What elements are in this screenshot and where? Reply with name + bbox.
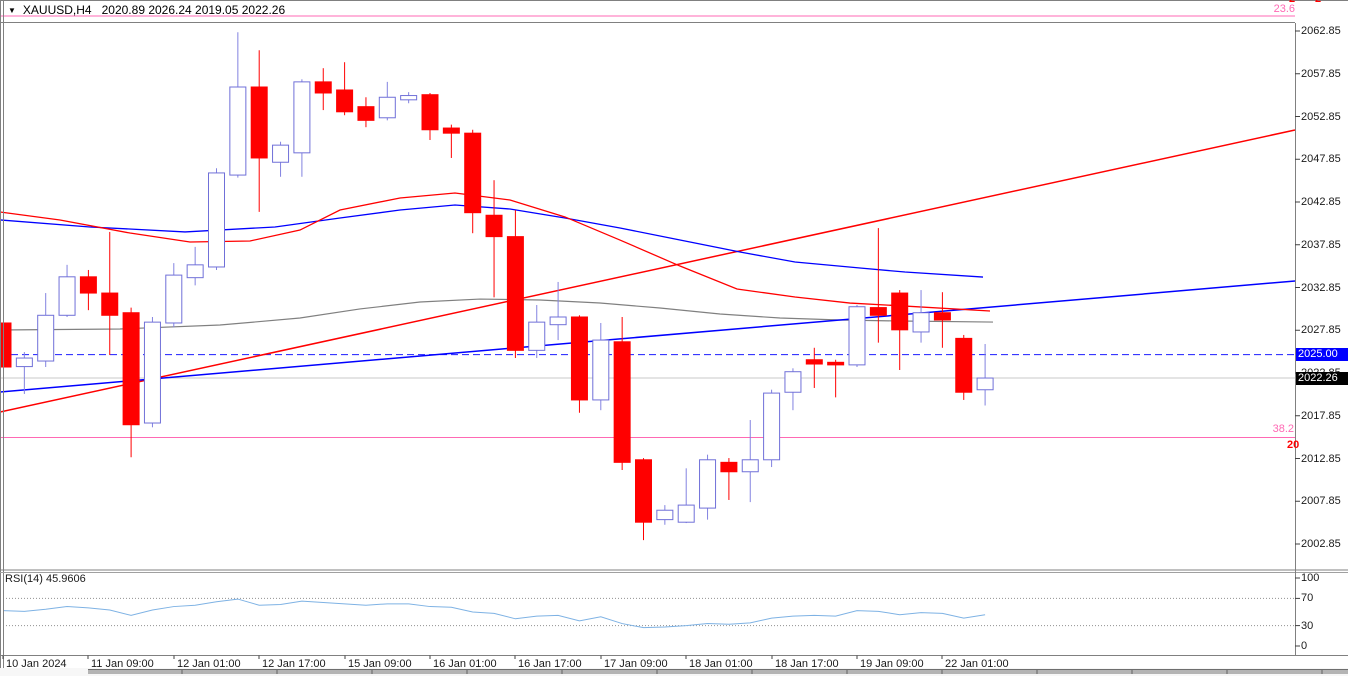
candle-body <box>912 312 930 333</box>
candle-body <box>570 316 588 401</box>
candle-body <box>720 461 738 473</box>
candle-body <box>485 214 503 238</box>
candle-body <box>165 274 183 324</box>
clipped-red-label-3: 20 <box>1287 439 1299 451</box>
time-axis-label: 18 Jan 01:00 <box>689 658 753 670</box>
fast-ma-red <box>0 192 991 312</box>
candle-body <box>122 312 140 426</box>
candle-body <box>208 172 225 268</box>
price-axis-label: 2027.85 <box>1301 324 1341 337</box>
candle-body <box>336 89 354 113</box>
ascending-trendline-red <box>0 129 1296 413</box>
candle-body <box>741 459 759 473</box>
candle-body <box>699 459 717 509</box>
candle-body <box>272 144 290 163</box>
candle-body <box>79 276 97 294</box>
candle-body <box>805 359 823 365</box>
rsi-line <box>2 598 986 629</box>
candle-body <box>784 371 802 393</box>
candle-body <box>528 321 546 351</box>
candle-body <box>400 95 418 101</box>
rsi-scale-label: 100 <box>1301 572 1320 584</box>
candle-body <box>677 504 695 523</box>
time-axis-label: 15 Jan 09:00 <box>348 658 412 670</box>
time-axis-label: 11 Jan 09:00 <box>91 658 154 670</box>
candle-body <box>101 292 119 316</box>
rsi-scale-label: 30 <box>1301 619 1314 632</box>
price-axis-label: 2017.85 <box>1301 409 1341 422</box>
candle-body <box>613 341 631 463</box>
price-axis-label: 2012.85 <box>1301 452 1341 465</box>
candle-body <box>293 81 311 154</box>
candle-body <box>506 236 524 351</box>
chart-header: ▼ XAUUSD,H4 2020.89 2026.24 2019.05 2022.2… <box>8 3 285 17</box>
rsi-scale-label: 70 <box>1301 592 1314 605</box>
candle-body <box>314 81 332 94</box>
candle-body <box>827 361 845 366</box>
price-axis-label: 2047.85 <box>1301 153 1341 166</box>
candle-body <box>635 459 652 523</box>
time-axis-label: 18 Jan 17:00 <box>775 658 839 670</box>
candle-body <box>58 276 76 316</box>
time-axis-label: 22 Jan 01:00 <box>945 658 1009 670</box>
candle-body <box>869 307 887 316</box>
candle-body <box>656 509 674 521</box>
time-axis-label: 16 Jan 17:00 <box>518 658 582 670</box>
chart-title: XAUUSD,H4 <box>22 3 92 17</box>
rsi-indicator-label: RSI(14) 45.9606 <box>5 573 86 585</box>
long-ma-gray <box>0 298 994 331</box>
candle-body <box>0 322 12 368</box>
candle-body <box>464 132 482 214</box>
slow-ma-blue <box>0 204 984 278</box>
candle-body <box>763 392 781 461</box>
candle-body <box>143 321 161 424</box>
time-axis-label: 16 Jan 01:00 <box>433 658 497 670</box>
ascending-trendline-blue <box>0 280 1296 393</box>
symbol-dropdown-icon[interactable]: ▼ <box>8 6 16 15</box>
candle-body <box>357 106 375 121</box>
candle-body <box>848 306 866 366</box>
rsi-scale-label: 0 <box>1301 640 1308 652</box>
price-axis-label: 2062.85 <box>1301 25 1341 37</box>
price-axis-label: 2052.85 <box>1301 110 1341 123</box>
candle-body <box>15 357 33 368</box>
candle-body <box>378 96 396 119</box>
candle-body <box>549 316 567 326</box>
candle-body <box>592 339 610 401</box>
clipped-red-label-1: 2 <box>1289 0 1298 6</box>
candle-body <box>229 86 247 176</box>
price-axis-label: 2037.85 <box>1301 238 1341 251</box>
candle-body <box>933 312 951 321</box>
time-axis-label: 12 Jan 17:00 <box>262 658 326 670</box>
candle-body <box>421 94 439 131</box>
price-line-label: 2025.00 <box>1296 348 1348 362</box>
candle-body <box>955 337 973 393</box>
time-axis-label: 10 Jan 2024 <box>6 658 67 670</box>
candle-body <box>37 314 55 362</box>
candle-body <box>442 127 460 134</box>
candle-body <box>891 292 909 331</box>
candle-body <box>250 86 268 159</box>
chart-ohlc-values: 2020.89 2026.24 2019.05 2022.26 <box>101 3 286 17</box>
price-axis-label: 2002.85 <box>1301 538 1341 550</box>
horizontal-scrollbar <box>0 668 1348 676</box>
price-axis-label: 2032.85 <box>1301 281 1341 294</box>
time-axis-label: 17 Jan 09:00 <box>604 658 668 670</box>
horizontal-scrollbar-thumb[interactable] <box>88 669 1348 674</box>
price-axis-label: 2057.85 <box>1301 67 1341 80</box>
clipped-red-label-2: 2 <box>1315 0 1329 6</box>
price-axis-label: 2042.85 <box>1301 196 1341 208</box>
candle-body <box>186 264 204 279</box>
current-price-label: 2022.26 <box>1296 371 1348 385</box>
fib-236-label: 23.6 <box>1273 3 1295 15</box>
time-axis-label: 12 Jan 01:00 <box>177 658 241 670</box>
time-axis-label: 19 Jan 09:00 <box>860 658 924 670</box>
candle-body <box>976 377 994 391</box>
fib-382-label: 38.2 <box>1272 423 1294 435</box>
price-axis-label: 2007.85 <box>1301 495 1341 508</box>
